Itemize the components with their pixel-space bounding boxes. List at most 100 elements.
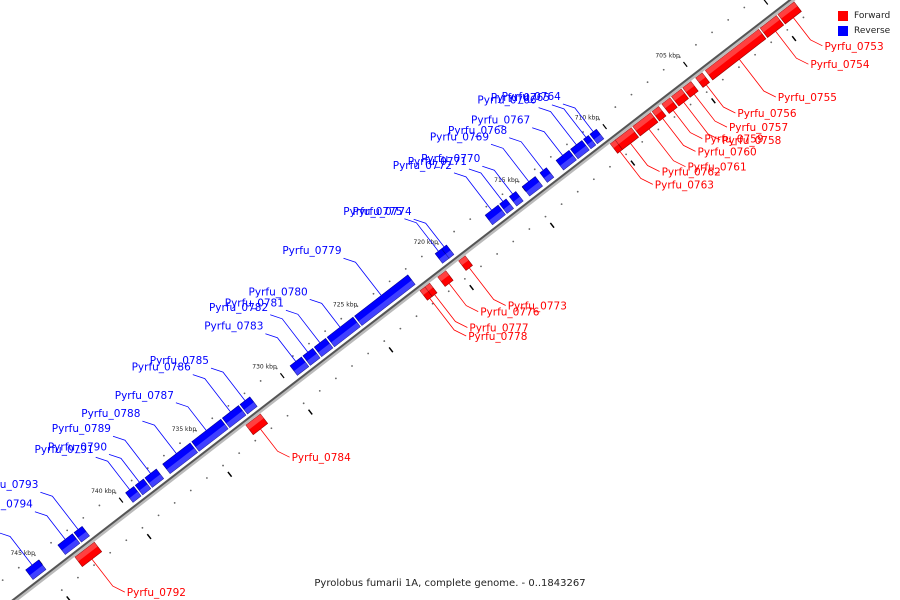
gene-block (609, 139, 623, 154)
minor-tick-dot (77, 576, 79, 579)
gene-highlight (594, 134, 604, 144)
minor-tick-dot (130, 479, 133, 482)
gene-block (25, 559, 47, 580)
minor-tick-dot (705, 91, 708, 94)
minor-tick-dot (98, 504, 101, 507)
gene-leader-line (285, 309, 321, 344)
minor-tick-dot (630, 93, 633, 96)
minor-tick-dot (259, 380, 262, 382)
major-tick (683, 61, 688, 68)
gene-highlight (358, 280, 416, 326)
gene-highlight (489, 210, 506, 225)
minor-tick-dot (592, 178, 595, 181)
minor-tick-dot (549, 155, 552, 158)
minor-tick-dot (275, 367, 278, 370)
gene-block (682, 81, 699, 98)
gene-label: Pyrfu_0792 (127, 587, 186, 599)
gene-label: Pyrfu_0765 (491, 92, 550, 104)
gene-leader-line (775, 31, 809, 65)
gene-highlight (513, 196, 524, 206)
gene-leader-line (453, 172, 492, 211)
gene-label: Pyrfu_0777 (469, 323, 528, 335)
minor-tick-dot (109, 551, 112, 554)
minor-tick-dot (399, 327, 402, 330)
gene-highlight (574, 145, 590, 159)
gene-label: Pyrfu_0779 (282, 245, 341, 257)
gene-highlight (75, 542, 98, 562)
minor-tick-dot (189, 489, 192, 492)
reverse-swatch (838, 25, 848, 36)
gene-label: Pyrfu_0755 (778, 92, 837, 104)
gene-block (508, 191, 524, 207)
gene-block (302, 347, 321, 366)
gene-block (759, 15, 785, 39)
gene-highlight (318, 343, 333, 357)
minor-tick-dot (420, 255, 423, 258)
gene-leader-line (429, 298, 467, 337)
minor-tick-dot (614, 106, 617, 108)
gene-highlight (29, 565, 46, 580)
gene-highlight (760, 15, 780, 33)
gene-label: Pyrfu_0769 (430, 131, 489, 143)
major-tick (279, 372, 285, 379)
major-tick (602, 123, 608, 130)
minor-tick-dot (528, 228, 531, 230)
gene-label: Pyrfu_0761 (687, 162, 746, 174)
gene-highlight (420, 287, 429, 295)
gene-block (57, 533, 81, 555)
minor-tick-dot (727, 19, 730, 21)
gene-highlight (139, 484, 151, 495)
gene-leader-line (792, 17, 823, 47)
gene-leader-line (343, 257, 382, 296)
gene-block (419, 286, 433, 301)
gene-label: Pyrfu_0771 (408, 156, 467, 168)
gene-block (434, 248, 450, 264)
minor-tick-dot (533, 168, 536, 171)
gene-label: Pyrfu_0768 (448, 125, 507, 137)
tick-label: 730 kbp (252, 364, 277, 371)
gene-highlight (166, 448, 198, 474)
gene-label: Pyrfu_0782 (209, 302, 268, 314)
gene-leader-line (662, 118, 696, 152)
gene-block (354, 274, 416, 326)
major-tick (630, 160, 636, 166)
minor-tick-dot (125, 539, 128, 542)
minor-tick-dot (738, 66, 740, 69)
gene-highlight (437, 270, 450, 282)
gene-block (661, 97, 678, 114)
gene-highlight (526, 181, 543, 196)
gene-label: Pyrfu_0775 (343, 206, 402, 218)
minor-tick-dot (689, 103, 692, 106)
minor-tick-dot (695, 43, 697, 46)
gene-leader-line (490, 143, 530, 182)
major-tick (763, 0, 769, 5)
gene-leader-line (413, 218, 445, 248)
gene-block (191, 418, 229, 452)
gene-label: Pyrfu_0766 (477, 95, 537, 107)
minor-tick-dot (802, 16, 805, 19)
gene-block (695, 72, 710, 88)
gene-label: Pyrfu_0774 (353, 206, 413, 218)
gene-label: Pyrfu_0754 (810, 59, 870, 71)
gene-block (704, 28, 767, 81)
gene-block (134, 478, 152, 496)
minor-tick-dot (625, 153, 627, 156)
gene-block (651, 106, 667, 122)
gene-highlight (195, 424, 229, 452)
minor-tick-dot (141, 526, 144, 529)
gene-highlight (226, 410, 246, 428)
gene-label: Pyrfu_0758 (722, 135, 781, 147)
minor-tick-dot (517, 180, 520, 183)
minor-tick-dot (211, 417, 214, 420)
gene-block (539, 167, 555, 183)
gene-leader-line (482, 165, 513, 195)
gene-block (499, 198, 514, 214)
gene-highlight (610, 140, 619, 149)
gene-leader-line (619, 151, 653, 185)
gene-highlight (331, 322, 361, 347)
gene-leader-line (210, 367, 246, 401)
gene-leader-line (468, 267, 506, 306)
map-caption: Pyrolobus fumarii 1A, complete genome. -… (314, 578, 586, 589)
minor-tick-dot (754, 53, 756, 56)
minor-tick-dot (404, 268, 407, 270)
